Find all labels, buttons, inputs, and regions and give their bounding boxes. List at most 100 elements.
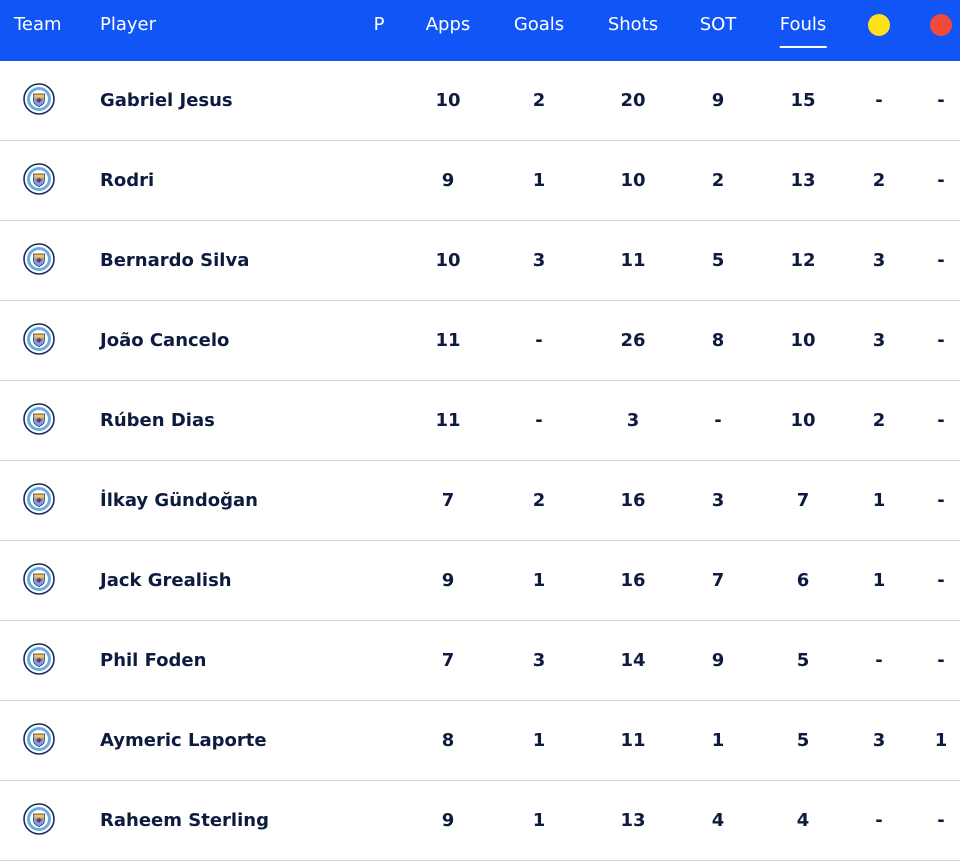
- team-crest-icon[interactable]: [23, 803, 55, 835]
- sot-cell: 5: [711, 250, 725, 271]
- team-crest-icon[interactable]: [23, 643, 55, 675]
- sot-cell: 8: [711, 330, 725, 351]
- apps-cell: 9: [441, 170, 455, 191]
- yellow-card-icon[interactable]: [868, 14, 890, 36]
- yellow-cards-cell: -: [875, 650, 883, 671]
- team-crest-icon[interactable]: [23, 403, 55, 435]
- player-name-link[interactable]: İlkay Gündoğan: [100, 490, 258, 511]
- team-crest-icon[interactable]: [23, 483, 55, 515]
- red-card-icon[interactable]: [930, 14, 952, 36]
- yellow-cards-cell: 1: [872, 570, 886, 591]
- sot-cell: 9: [711, 650, 725, 671]
- table-row[interactable]: João Cancelo 11 - 26 8 10 3 -: [0, 301, 960, 381]
- apps-cell: 7: [441, 650, 455, 671]
- apps-cell: 9: [441, 810, 455, 831]
- yellow-cards-cell: 2: [872, 410, 886, 431]
- table-row[interactable]: Bernardo Silva 10 3 11 5 12 3 -: [0, 221, 960, 301]
- shots-cell: 11: [620, 730, 646, 751]
- team-crest-icon[interactable]: [23, 83, 55, 115]
- red-cards-cell: 1: [934, 730, 948, 751]
- team-crest-icon[interactable]: [23, 163, 55, 195]
- goals-cell: 1: [532, 730, 546, 751]
- goals-cell: 1: [532, 170, 546, 191]
- fouls-cell: 6: [796, 570, 810, 591]
- goals-cell: 2: [532, 490, 546, 511]
- sot-cell: 7: [711, 570, 725, 591]
- red-cards-cell: -: [937, 650, 945, 671]
- red-cards-cell: -: [937, 170, 945, 191]
- table-body: Gabriel Jesus 10 2 20 9 15- - Rodri 9 1 10 2 13 2- Ber…: [0, 61, 960, 861]
- player-name-link[interactable]: Aymeric Laporte: [100, 730, 267, 751]
- team-crest-icon[interactable]: [23, 563, 55, 595]
- shots-column-header[interactable]: Shots: [607, 14, 659, 35]
- sot-cell: 1: [711, 730, 725, 751]
- shots-cell: 16: [620, 490, 646, 511]
- player-name-link[interactable]: Gabriel Jesus: [100, 90, 233, 111]
- fouls-column-header[interactable]: Fouls: [779, 0, 827, 61]
- yellow-cards-cell: 2: [872, 170, 886, 191]
- goals-cell: 1: [532, 810, 546, 831]
- shots-cell: 16: [620, 570, 646, 591]
- goals-cell: 3: [532, 650, 546, 671]
- yellow-cards-cell: -: [875, 810, 883, 831]
- red-cards-cell: -: [937, 250, 945, 271]
- shots-cell: 13: [620, 810, 646, 831]
- fouls-cell: 4: [796, 810, 810, 831]
- shots-cell: 10: [620, 170, 646, 191]
- yellow-cards-cell: 3: [872, 330, 886, 351]
- red-cards-cell: -: [937, 330, 945, 351]
- team-crest-icon[interactable]: [23, 323, 55, 355]
- fouls-cell: 12: [790, 250, 816, 271]
- apps-cell: 11: [435, 330, 461, 351]
- sot-cell: 9: [711, 90, 725, 111]
- table-row[interactable]: Rúben Dias 11 - 3 - 10 2 -: [0, 381, 960, 461]
- player-column-header[interactable]: Player: [100, 14, 157, 35]
- shots-cell: 20: [620, 90, 646, 111]
- goals-cell: 2: [532, 90, 546, 111]
- sot-cell: 2: [711, 170, 725, 191]
- fouls-cell: 13: [790, 170, 816, 191]
- apps-cell: 8: [441, 730, 455, 751]
- sot-column-header[interactable]: SOT: [699, 14, 737, 35]
- table-row[interactable]: Aymeric Laporte 8 1 11 1 5 3 1: [0, 701, 960, 781]
- player-name-link[interactable]: Bernardo Silva: [100, 250, 250, 271]
- apps-column-header[interactable]: Apps: [425, 14, 471, 35]
- table-header: Team Player P Apps Goals Shots SOT Fouls: [0, 0, 960, 61]
- red-cards-cell: -: [937, 810, 945, 831]
- player-name-link[interactable]: Rodri: [100, 170, 155, 191]
- player-name-link[interactable]: Rúben Dias: [100, 410, 215, 431]
- yellow-cards-cell: -: [875, 90, 883, 111]
- table-row[interactable]: İlkay Gündoğan 7 2 16 3 7 1 -: [0, 461, 960, 541]
- position-column-header[interactable]: P: [373, 14, 385, 35]
- fouls-cell: 5: [796, 650, 810, 671]
- yellow-cards-cell: 3: [872, 250, 886, 271]
- fouls-cell: 5: [796, 730, 810, 751]
- player-name-link[interactable]: João Cancelo: [100, 330, 230, 351]
- fouls-cell: 10: [790, 330, 816, 351]
- red-cards-cell: -: [937, 410, 945, 431]
- yellow-cards-cell: 3: [872, 730, 886, 751]
- player-name-link[interactable]: Raheem Sterling: [100, 810, 269, 831]
- apps-cell: 7: [441, 490, 455, 511]
- table-row[interactable]: Jack Grealish 9 1 16 7 6 1 -: [0, 541, 960, 621]
- apps-cell: 11: [435, 410, 461, 431]
- goals-cell: 3: [532, 250, 546, 271]
- apps-cell: 9: [441, 570, 455, 591]
- shots-cell: 14: [620, 650, 646, 671]
- team-crest-icon[interactable]: [23, 723, 55, 755]
- table-row[interactable]: Raheem Sterling 9 1 13 4 4 - -: [0, 781, 960, 861]
- table-row[interactable]: Phil Foden 7 3 14 9 5 - -: [0, 621, 960, 701]
- goals-cell: 1: [532, 570, 546, 591]
- table-row[interactable]: Gabriel Jesus 10 2 20 9 15 - -: [0, 61, 960, 141]
- table-row[interactable]: Rodri 9 1 10 2 13 2 -: [0, 141, 960, 221]
- team-crest-icon[interactable]: [23, 243, 55, 275]
- red-cards-cell: -: [937, 490, 945, 511]
- fouls-cell: 10: [790, 410, 816, 431]
- goals-cell: -: [535, 330, 543, 351]
- player-name-link[interactable]: Phil Foden: [100, 650, 207, 671]
- goals-column-header[interactable]: Goals: [513, 14, 565, 35]
- team-column-header[interactable]: Team: [14, 14, 62, 35]
- player-name-link[interactable]: Jack Grealish: [100, 570, 232, 591]
- fouls-cell: 7: [796, 490, 810, 511]
- shots-cell: 3: [626, 410, 640, 431]
